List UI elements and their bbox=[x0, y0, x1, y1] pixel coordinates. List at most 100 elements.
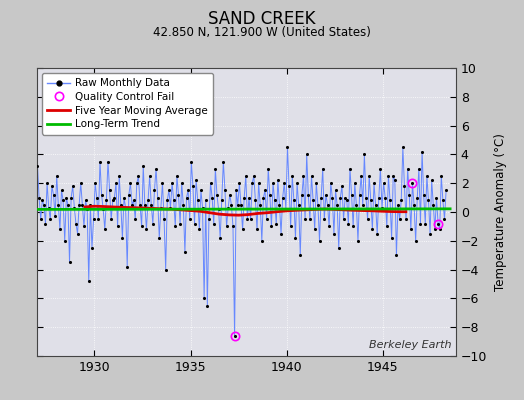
Point bbox=[431, 226, 439, 232]
Point bbox=[322, 192, 330, 198]
Point bbox=[301, 216, 309, 222]
Point bbox=[407, 226, 415, 232]
Point bbox=[184, 187, 192, 194]
Point bbox=[384, 173, 392, 179]
Point bbox=[386, 197, 394, 204]
Point bbox=[368, 226, 377, 232]
Point bbox=[147, 202, 156, 208]
Point bbox=[193, 197, 202, 204]
Point bbox=[219, 158, 227, 165]
Point bbox=[423, 173, 431, 179]
Point bbox=[139, 163, 147, 169]
Point bbox=[72, 220, 80, 227]
Point bbox=[251, 197, 259, 204]
Point bbox=[394, 202, 402, 208]
Point bbox=[305, 216, 314, 222]
Point bbox=[357, 173, 365, 179]
Point bbox=[128, 202, 136, 208]
Point bbox=[158, 180, 167, 186]
Point bbox=[249, 173, 258, 179]
Point bbox=[396, 216, 404, 222]
Point bbox=[140, 202, 149, 208]
Point bbox=[125, 192, 133, 198]
Point bbox=[365, 173, 374, 179]
Point bbox=[226, 192, 234, 198]
Point bbox=[333, 202, 341, 208]
Point bbox=[232, 187, 241, 194]
Point bbox=[420, 192, 428, 198]
Point bbox=[206, 180, 215, 186]
Point bbox=[189, 183, 197, 189]
Point bbox=[154, 194, 162, 201]
Point bbox=[331, 187, 340, 194]
Point bbox=[330, 230, 338, 237]
Point bbox=[181, 249, 189, 256]
Point bbox=[93, 194, 101, 201]
Point bbox=[243, 216, 252, 222]
Point bbox=[373, 230, 381, 237]
Point bbox=[256, 202, 265, 208]
Point bbox=[336, 194, 345, 201]
Point bbox=[144, 197, 152, 204]
Point bbox=[405, 192, 413, 198]
Point bbox=[59, 197, 67, 204]
Point bbox=[358, 202, 367, 208]
Point bbox=[118, 235, 127, 241]
Point bbox=[349, 223, 357, 230]
Point bbox=[161, 266, 170, 273]
Point bbox=[311, 226, 319, 232]
Point bbox=[304, 192, 312, 198]
Point bbox=[376, 166, 385, 172]
Point bbox=[224, 204, 232, 211]
Point bbox=[86, 202, 94, 208]
Point bbox=[150, 187, 159, 194]
Point bbox=[80, 223, 88, 230]
Point bbox=[173, 173, 181, 179]
Point bbox=[432, 194, 441, 201]
Point bbox=[379, 180, 388, 186]
Point bbox=[146, 173, 154, 179]
Point bbox=[69, 183, 77, 189]
Point bbox=[56, 226, 64, 232]
Point bbox=[421, 220, 430, 227]
Point bbox=[61, 238, 69, 244]
Point bbox=[234, 202, 242, 208]
Point bbox=[285, 183, 293, 189]
Point bbox=[418, 148, 426, 155]
Point bbox=[325, 223, 333, 230]
Point bbox=[120, 194, 128, 201]
Point bbox=[338, 183, 346, 189]
Point bbox=[326, 180, 335, 186]
Point bbox=[227, 202, 236, 208]
Point bbox=[104, 158, 112, 165]
Point bbox=[264, 166, 272, 172]
Point bbox=[67, 194, 75, 201]
Point bbox=[314, 202, 322, 208]
Point bbox=[309, 197, 318, 204]
Point bbox=[70, 204, 79, 211]
Point bbox=[77, 180, 85, 186]
Point bbox=[293, 180, 301, 186]
Point bbox=[246, 216, 255, 222]
Point bbox=[101, 226, 109, 232]
Point bbox=[352, 202, 361, 208]
Point bbox=[195, 226, 203, 232]
Point bbox=[378, 204, 386, 211]
Point bbox=[216, 235, 224, 241]
Point bbox=[347, 192, 356, 198]
Point bbox=[57, 187, 66, 194]
Point bbox=[435, 226, 444, 232]
Point bbox=[155, 235, 163, 241]
Point bbox=[437, 173, 445, 179]
Point bbox=[428, 177, 436, 184]
Point bbox=[334, 245, 343, 251]
Point bbox=[41, 220, 50, 227]
Point bbox=[192, 177, 200, 184]
Point bbox=[312, 180, 321, 186]
Point bbox=[38, 197, 47, 204]
Point bbox=[96, 158, 104, 165]
Point bbox=[168, 180, 176, 186]
Point bbox=[52, 173, 61, 179]
Point bbox=[367, 197, 375, 204]
Point bbox=[179, 202, 188, 208]
